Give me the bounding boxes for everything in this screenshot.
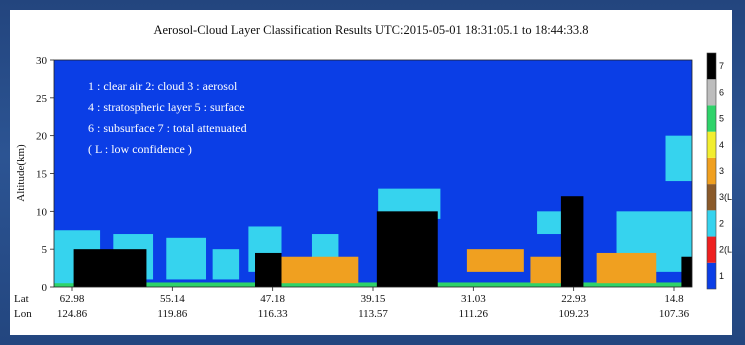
x-tick-label: 31.03 bbox=[461, 293, 486, 305]
x-tick-label: 55.14 bbox=[160, 293, 185, 305]
colorbar-label: 5 bbox=[719, 114, 724, 124]
colorbar-swatch bbox=[707, 131, 716, 158]
x-tick-label: 113.57 bbox=[358, 308, 388, 320]
x-tick-label: 22.93 bbox=[561, 293, 586, 305]
colorbar-swatch bbox=[707, 53, 716, 80]
aerosol-region bbox=[596, 252, 657, 284]
total-attenuated-region bbox=[255, 252, 282, 287]
total-attenuated-region bbox=[376, 211, 438, 287]
y-tick-label: 0 bbox=[42, 282, 48, 294]
colorbar-swatch bbox=[707, 262, 716, 289]
colorbar-swatch bbox=[707, 184, 716, 211]
colorbar-swatch bbox=[707, 79, 716, 106]
colorbar-label: 2 bbox=[719, 218, 724, 228]
x-row-label: Lon bbox=[14, 308, 32, 320]
x-tick-label: 39.15 bbox=[361, 293, 386, 305]
aerosol-region bbox=[466, 249, 524, 272]
chart-figure: Aerosol-Cloud Layer Classification Resul… bbox=[10, 10, 732, 335]
total-attenuated-region bbox=[560, 196, 584, 287]
y-tick-label: 25 bbox=[36, 93, 48, 105]
colorbar-label: 3(L) bbox=[719, 192, 732, 202]
y-axis-label: Altitude(km) bbox=[15, 144, 27, 202]
class-legend: 1 : clear air 2: cloud 3 : aerosol 4 : s… bbox=[88, 79, 247, 156]
colorbar-swatch bbox=[707, 236, 716, 263]
x-tick-label: 109.23 bbox=[559, 308, 590, 320]
x-tick-label: 14.8 bbox=[664, 293, 684, 305]
x-tick-label: 119.86 bbox=[157, 308, 187, 320]
x-tick-label: 62.98 bbox=[60, 293, 85, 305]
chart-title: Aerosol-Cloud Layer Classification Resul… bbox=[153, 23, 588, 37]
cloud-region bbox=[166, 237, 207, 280]
total-attenuated-region bbox=[73, 249, 147, 287]
x-tick-label: 107.36 bbox=[659, 308, 690, 320]
colorbar-label: 2(L) bbox=[719, 245, 732, 255]
surface-band bbox=[54, 282, 692, 287]
y-tick-label: 20 bbox=[36, 131, 48, 143]
legend-line: 6 : subsurface 7 : total attenuated bbox=[88, 121, 247, 135]
colorbar-label: 1 bbox=[719, 271, 724, 281]
colorbar-swatch bbox=[707, 210, 716, 237]
x-row-label: Lat bbox=[14, 293, 29, 305]
x-tick-label: 111.26 bbox=[459, 308, 489, 320]
colorbar-label: 7 bbox=[719, 61, 724, 71]
cloud-region bbox=[212, 249, 240, 280]
x-tick-label: 116.33 bbox=[258, 308, 288, 320]
x-tick-label: 124.86 bbox=[57, 308, 88, 320]
cloud-region bbox=[665, 135, 692, 182]
plot-area bbox=[54, 60, 692, 287]
cloud-region bbox=[537, 211, 564, 235]
colorbar-swatch bbox=[707, 105, 716, 132]
y-tick-label: 5 bbox=[42, 244, 48, 256]
y-tick-label: 10 bbox=[36, 206, 48, 218]
y-tick-label: 15 bbox=[36, 169, 48, 181]
colorbar-swatch bbox=[707, 157, 716, 185]
legend-line: 4 : stratospheric layer 5 : surface bbox=[88, 100, 245, 114]
colorbar-frame bbox=[706, 52, 717, 290]
classification-chart: Aerosol-Cloud Layer Classification Resul… bbox=[14, 23, 732, 320]
x-tick-label: 47.18 bbox=[260, 293, 285, 305]
legend-line: ( L : low confidence ) bbox=[88, 142, 192, 156]
colorbar-label: 6 bbox=[719, 87, 724, 97]
colorbar-label: 4 bbox=[719, 140, 724, 150]
legend-line: 1 : clear air 2: cloud 3 : aerosol bbox=[88, 79, 238, 93]
total-attenuated-region bbox=[681, 256, 692, 287]
colorbar-label: 3 bbox=[719, 166, 724, 176]
y-tick-label: 30 bbox=[36, 55, 48, 67]
